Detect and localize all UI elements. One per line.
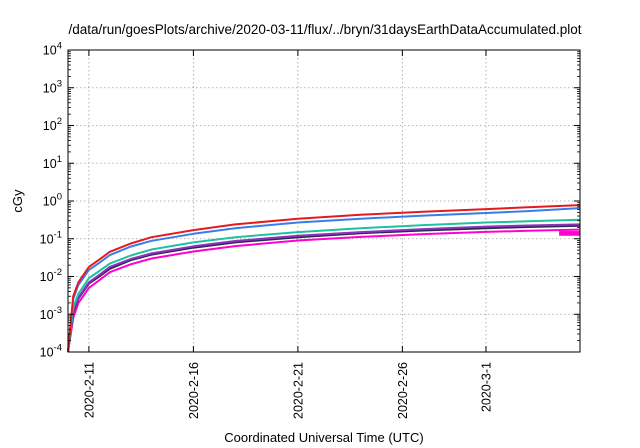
- series-group: [67, 204, 581, 353]
- series-line: [67, 204, 581, 353]
- series-line: [67, 207, 581, 353]
- x-axis-label: Coordinated Universal Time (UTC): [224, 430, 423, 445]
- y-tick-label: 10-2: [40, 267, 62, 284]
- annotation-band: [559, 231, 580, 236]
- y-tick-label: 10-4: [40, 343, 62, 360]
- grid: [68, 50, 580, 352]
- ticks: 10-4 10-3 10-2 10-1 100 101 102 103 104 2020-2-11…: [40, 41, 580, 419]
- x-tick-label: 2020-2-21: [291, 362, 305, 419]
- y-tick-label: 10-3: [40, 305, 62, 322]
- chart-title: /data/run/goesPlots/archive/2020-03-11/f…: [68, 22, 581, 37]
- x-tick-label: 2020-2-26: [396, 362, 410, 419]
- y-tick-label: 10-1: [40, 229, 62, 246]
- y-tick-label: 101: [43, 154, 62, 171]
- y-tick-label: 103: [43, 78, 62, 95]
- y-tick-label: 100: [43, 192, 62, 209]
- y-tick-label: 104: [43, 41, 62, 58]
- y-axis-label: cGy: [10, 189, 25, 213]
- series-line: [67, 218, 581, 353]
- x-tick-label: 2020-2-11: [82, 362, 96, 418]
- x-tick-label: 2020-2-16: [187, 362, 201, 419]
- y-tick-label: 102: [43, 116, 62, 133]
- series-line: [67, 228, 581, 353]
- series-line: [67, 223, 581, 353]
- x-tick-label: 2020-3-1: [479, 362, 493, 412]
